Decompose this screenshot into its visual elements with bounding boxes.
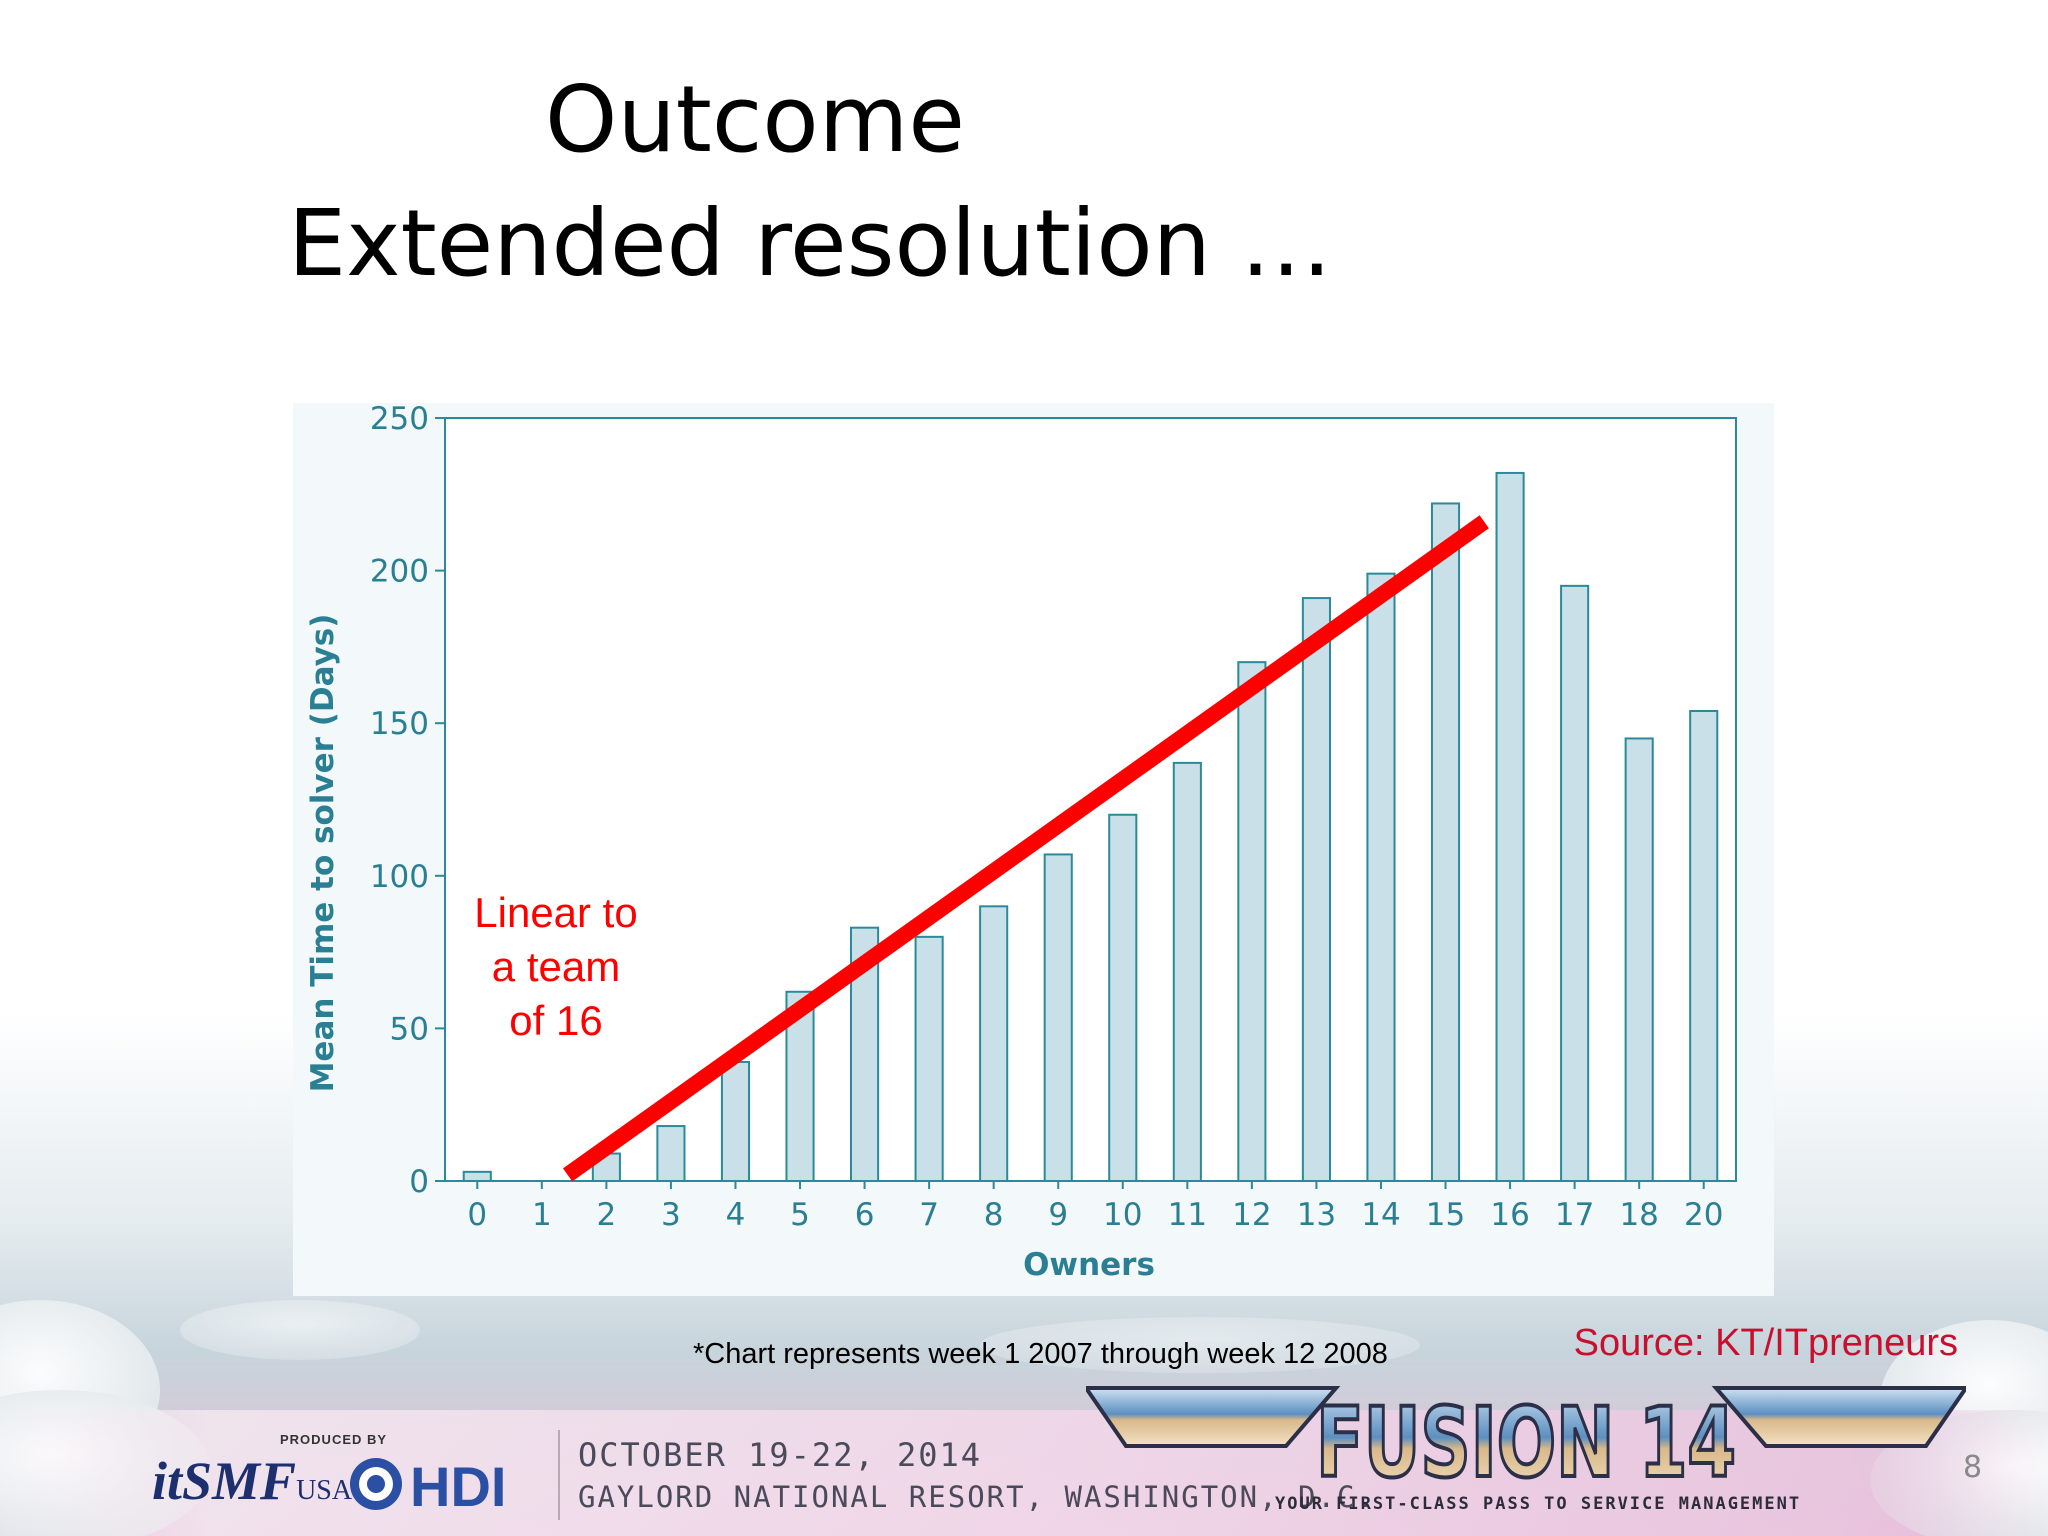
page-number: 8 xyxy=(1963,1450,1983,1485)
y-tick-label: 250 xyxy=(370,403,429,437)
bar-16 xyxy=(1495,471,1525,1183)
x-tick-label: 6 xyxy=(855,1197,875,1233)
slide-title-line-2: Extended resolution … xyxy=(288,190,1333,297)
y-axis-label: Mean Time to solver (Days) xyxy=(305,614,341,1093)
svg-text:FUSION 14: FUSION 14 xyxy=(1316,1387,1736,1499)
y-tick-label: 100 xyxy=(370,859,429,895)
bar-10 xyxy=(1108,813,1138,1182)
x-tick-label: 1 xyxy=(532,1197,552,1233)
bar-18 xyxy=(1624,737,1654,1182)
x-tick-label: 18 xyxy=(1619,1197,1658,1233)
slide-title-line-1: Outcome xyxy=(545,66,965,173)
x-tick-label: 8 xyxy=(984,1197,1004,1233)
trend-line xyxy=(563,515,1489,1182)
x-tick-label: 9 xyxy=(1048,1197,1068,1233)
hdi-logo: HDI xyxy=(350,1455,506,1514)
x-tick-label: 13 xyxy=(1297,1197,1336,1233)
x-tick-label: 2 xyxy=(597,1197,617,1233)
fusion-14-logo: FUSION 14 xyxy=(1086,1385,1966,1501)
x-tick-label: 0 xyxy=(467,1197,487,1233)
x-tick-label: 10 xyxy=(1103,1197,1142,1233)
footer-banner xyxy=(0,1410,2048,1536)
bar-20 xyxy=(1689,709,1719,1182)
itsmf-usa-logo: itSMFUSA xyxy=(152,1451,353,1511)
x-tick-label: 11 xyxy=(1168,1197,1207,1233)
event-dates: OCTOBER 19-22, 2014 xyxy=(578,1436,983,1474)
x-tick-label: 3 xyxy=(661,1197,681,1233)
x-tick-label: 12 xyxy=(1232,1197,1271,1233)
bar-8 xyxy=(979,905,1009,1182)
y-tick-label: 150 xyxy=(370,706,429,742)
bar-13 xyxy=(1301,597,1331,1182)
bar-9 xyxy=(1043,853,1073,1182)
x-tick-label: 15 xyxy=(1426,1197,1465,1233)
bar-12 xyxy=(1237,661,1267,1183)
bar-15 xyxy=(1430,502,1461,1183)
footer-divider xyxy=(558,1430,560,1520)
bar-17 xyxy=(1560,584,1590,1183)
source-citation: Source: KT/ITpreneurs xyxy=(1573,1322,1958,1364)
bar-4 xyxy=(720,1060,751,1182)
event-venue: GAYLORD NATIONAL RESORT, WASHINGTON, D.C… xyxy=(578,1480,1376,1514)
svg-text:HDI: HDI xyxy=(410,1455,506,1514)
fusion-tagline: YOUR FIRST-CLASS PASS TO SERVICE MANAGEM… xyxy=(1275,1494,1802,1514)
bar-7 xyxy=(914,935,944,1183)
x-tick-label: 16 xyxy=(1490,1197,1529,1233)
chart-footnote: *Chart represents week 1 2007 through we… xyxy=(693,1338,1388,1370)
x-tick-label: 14 xyxy=(1361,1197,1400,1233)
x-tick-label: 17 xyxy=(1555,1197,1594,1233)
x-axis-label: Owners xyxy=(1023,1247,1155,1283)
x-tick-label: 7 xyxy=(919,1197,939,1233)
bar-14 xyxy=(1366,572,1396,1183)
x-tick-label: 5 xyxy=(790,1197,810,1233)
annotation-line-3: of 16 xyxy=(509,997,602,1044)
y-tick-label: 0 xyxy=(409,1164,429,1200)
annotation-line-2: a team xyxy=(492,943,620,990)
produced-by-label: PRODUCED BY xyxy=(280,1432,388,1447)
bar-3 xyxy=(656,1125,686,1183)
bar-0 xyxy=(462,1170,492,1182)
y-tick-label: 50 xyxy=(390,1011,429,1047)
y-tick-label: 200 xyxy=(370,554,429,590)
x-tick-label: 4 xyxy=(726,1197,746,1233)
annotation-line-1: Linear to xyxy=(474,889,637,936)
bar-11 xyxy=(1172,761,1202,1182)
x-tick-label: 20 xyxy=(1684,1197,1723,1233)
